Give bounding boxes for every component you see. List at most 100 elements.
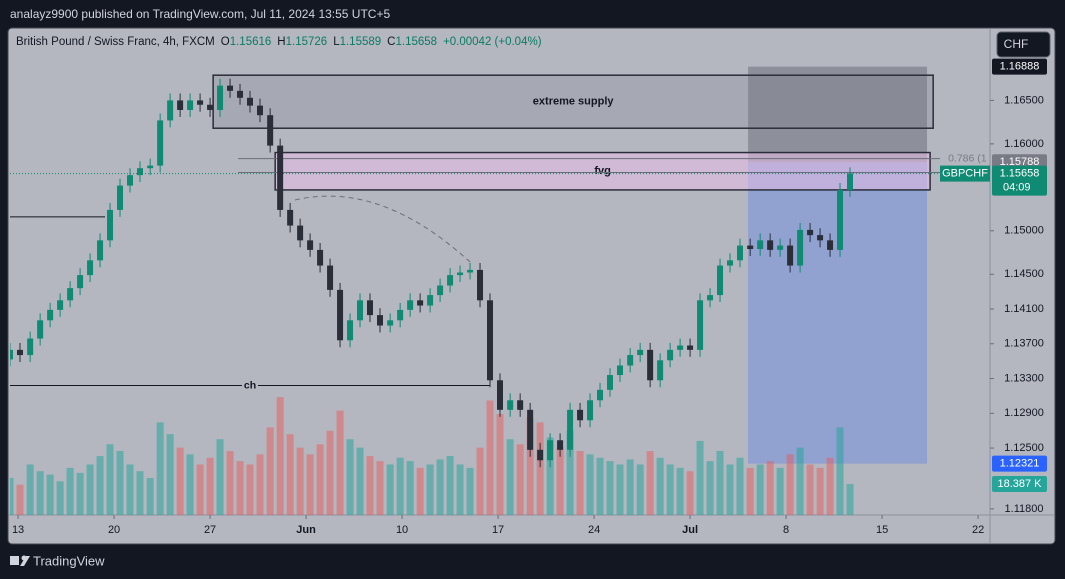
countdown: 04:09: [1003, 181, 1031, 193]
volume-bar: [756, 464, 764, 515]
volume-bar: [686, 471, 694, 515]
x-tick-label: 10: [396, 524, 408, 536]
volume-bar: [526, 417, 534, 515]
volume-bar: [826, 457, 834, 515]
candle-body: [117, 185, 124, 210]
currency-button[interactable]: [996, 31, 1051, 58]
candle-body: [647, 349, 654, 381]
target-price-tag: 1.12321: [1000, 458, 1040, 470]
candle-body: [407, 300, 414, 310]
candle-body: [57, 300, 64, 310]
volume-bar: [266, 427, 274, 515]
footer-logo: [10, 555, 30, 566]
volume-bar: [456, 464, 464, 515]
y-tick-label: 1.11800: [1005, 503, 1044, 515]
legend-value: 1.15726: [286, 36, 328, 48]
volume-bar: [10, 477, 14, 515]
volume-bar: [776, 467, 784, 515]
candle-body: [16, 349, 23, 356]
volume-bar: [576, 451, 584, 515]
volume-bar: [846, 484, 854, 515]
candle-body: [27, 338, 34, 356]
candle-body: [657, 360, 664, 381]
x-tick-label: 24: [588, 524, 600, 536]
candle-body: [687, 345, 694, 350]
volume-bar: [306, 454, 314, 515]
volume-bar: [616, 464, 624, 515]
volume-bar: [56, 481, 64, 515]
candle-body: [157, 120, 164, 166]
candle-body: [127, 175, 134, 186]
currency-label[interactable]: CHF: [1004, 37, 1029, 51]
candle-body: [97, 240, 104, 261]
candle-body: [707, 295, 714, 301]
volume-bar: [546, 437, 554, 515]
volume-bar: [76, 472, 84, 515]
candle-body: [477, 269, 484, 301]
candle-body: [77, 275, 84, 289]
volume-bar: [476, 447, 484, 515]
volume-bar: [316, 444, 324, 515]
last-price-tag-bg: [992, 165, 1047, 196]
arc-drawing: [294, 195, 471, 263]
candle-body: [537, 449, 544, 461]
candle-body: [547, 440, 554, 461]
legend: British Pound / Swiss Franc, 4h, FXCM O1.…: [16, 36, 542, 48]
volume-bar: [816, 467, 824, 515]
volume-bar: [516, 444, 524, 515]
volume-bar: [216, 439, 224, 515]
volume-bar: [66, 467, 74, 515]
x-tick-label: 8: [783, 524, 789, 536]
candle-body: [397, 309, 404, 321]
candle-body: [697, 300, 704, 350]
candle-body: [327, 265, 334, 290]
volume-bar: [626, 459, 634, 515]
volume-bar: [636, 464, 644, 515]
candle-body: [337, 289, 344, 341]
candle-body: [447, 275, 454, 286]
volume-bar: [196, 464, 204, 515]
volume-bar: [346, 439, 354, 515]
y-tick-label: 1.12500: [1004, 442, 1044, 454]
volume-bar: [596, 457, 604, 515]
candle-body: [577, 409, 584, 421]
x-tick-label: 22: [972, 524, 984, 536]
volume-bar: [166, 434, 174, 515]
volume-bar: [466, 467, 474, 515]
legend-key: O: [221, 36, 230, 48]
candle-body: [107, 209, 114, 241]
volume-bar: [386, 464, 394, 515]
candle-body: [637, 349, 644, 356]
x-tick-label: 17: [492, 524, 504, 536]
volume-bar: [656, 457, 664, 515]
y-tick-label: 1.13700: [1004, 338, 1044, 350]
level-label-bg: [242, 379, 259, 392]
volume-bar: [236, 461, 244, 515]
zone-label: fvg: [594, 165, 611, 177]
volume-bar: [226, 451, 234, 515]
level-label: ch: [244, 379, 256, 391]
candle-body: [207, 104, 214, 110]
volume-bar: [96, 456, 104, 515]
candle-body: [496, 380, 503, 410]
legend-value: 1.15658: [395, 36, 437, 48]
candle-body: [627, 355, 634, 366]
candle-body: [737, 245, 744, 261]
y-tick-label: 1.14500: [1004, 268, 1044, 280]
volume-bar: [46, 474, 54, 515]
candle-body: [807, 229, 814, 236]
volume-bar: [156, 422, 164, 515]
candle-body: [187, 100, 194, 110]
last-price-tag: 1.15658: [1000, 167, 1040, 179]
legend-key: C: [387, 36, 395, 48]
volume-bar: [786, 454, 794, 515]
volume-bar: [186, 454, 194, 515]
candle-body: [847, 173, 854, 190]
volume-tag: 18.387 K: [997, 478, 1042, 490]
footer-brand: TradingView: [33, 553, 105, 568]
volume-bar: [26, 464, 34, 515]
candle-body: [167, 100, 174, 121]
candle-body: [376, 315, 383, 326]
candle-body: [256, 105, 263, 116]
